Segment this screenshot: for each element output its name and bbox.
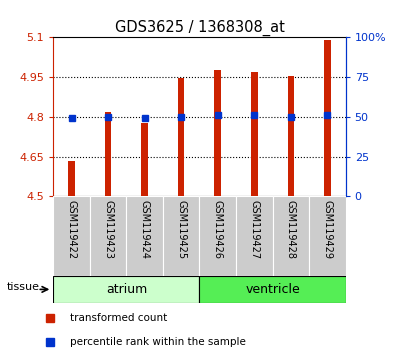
Bar [141, 124, 148, 196]
Bar [178, 78, 184, 196]
Bar [105, 112, 111, 196]
Bar [288, 76, 294, 196]
Text: GSM119426: GSM119426 [213, 200, 223, 259]
Bar [90, 196, 126, 276]
Bar [273, 196, 309, 276]
Text: GSM119428: GSM119428 [286, 200, 296, 259]
Text: GSM119422: GSM119422 [67, 200, 77, 259]
Text: tissue: tissue [6, 282, 40, 292]
Text: GSM119429: GSM119429 [322, 200, 332, 259]
Bar [163, 196, 199, 276]
Bar [236, 196, 273, 276]
Bar [214, 70, 221, 196]
Text: percentile rank within the sample: percentile rank within the sample [70, 337, 246, 347]
Title: GDS3625 / 1368308_at: GDS3625 / 1368308_at [115, 19, 284, 36]
Text: transformed count: transformed count [70, 313, 167, 323]
Bar [309, 196, 346, 276]
Bar [68, 161, 75, 196]
Bar [324, 40, 331, 196]
Text: ventricle: ventricle [245, 283, 300, 296]
Text: GSM119427: GSM119427 [249, 200, 259, 259]
Text: GSM119424: GSM119424 [140, 200, 150, 259]
Bar [251, 72, 258, 196]
Bar [199, 196, 236, 276]
Text: atrium: atrium [106, 283, 147, 296]
Bar [126, 196, 163, 276]
Text: GSM119425: GSM119425 [176, 200, 186, 259]
Bar [53, 276, 199, 303]
Bar [53, 196, 90, 276]
Text: GSM119423: GSM119423 [103, 200, 113, 259]
Bar [199, 276, 346, 303]
